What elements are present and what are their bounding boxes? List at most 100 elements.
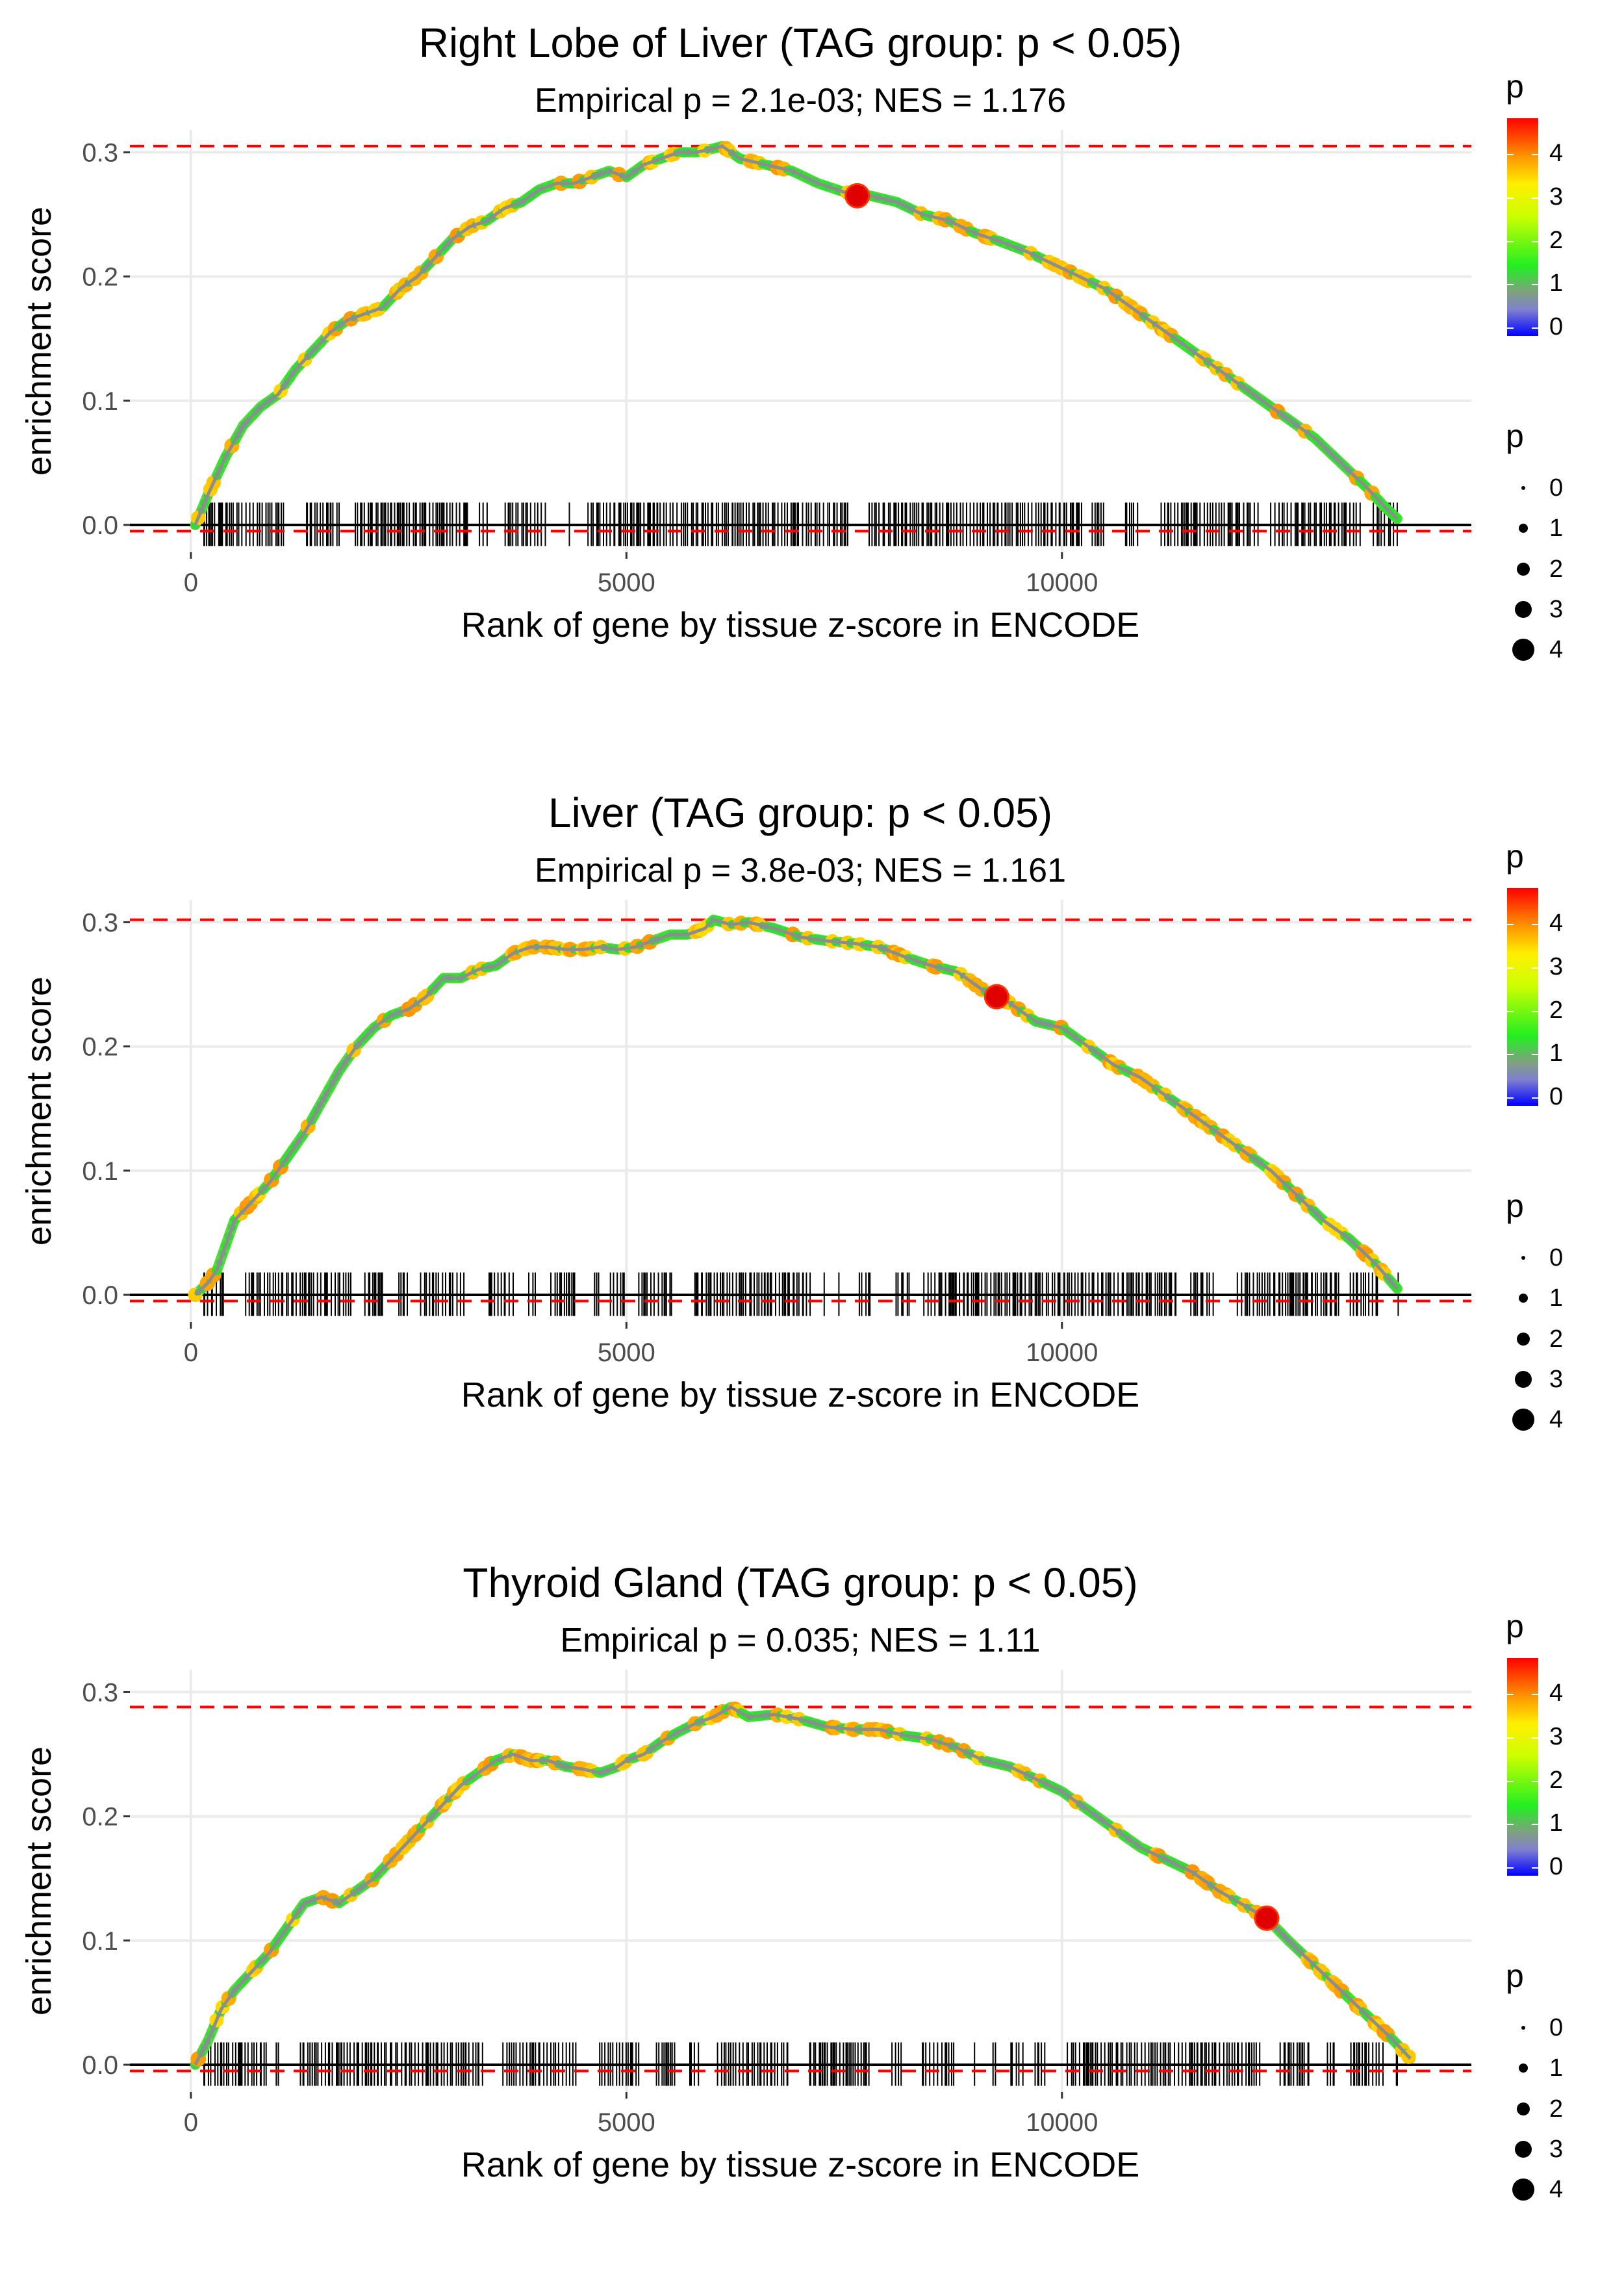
size-legend-label: 0 xyxy=(1549,474,1563,502)
size-legend-title: p xyxy=(1506,418,1524,454)
chart-title: Liver (TAG group: p < 0.05) xyxy=(548,789,1052,836)
y-tick-label: 0.1 xyxy=(82,1157,118,1186)
y-tick-label: 0.3 xyxy=(82,138,118,167)
curve-points xyxy=(190,141,1401,530)
x-axis-title: Rank of gene by tissue z-score in ENCODE xyxy=(461,2145,1139,2184)
color-legend-label: 1 xyxy=(1549,1040,1563,1067)
color-legend-label: 2 xyxy=(1549,227,1563,254)
chart-panel-2: Liver (TAG group: p < 0.05) Empirical p =… xyxy=(19,789,1563,1433)
y-tick-label: 0.2 xyxy=(82,1033,118,1062)
color-legend-label: 3 xyxy=(1549,1723,1563,1750)
curve-glow xyxy=(190,140,1402,530)
curve-line xyxy=(194,144,1399,526)
size-legend-key xyxy=(1512,1409,1534,1431)
chart-subtitle: Empirical p = 0.035; NES = 1.11 xyxy=(561,1622,1041,1659)
color-legend-label: 0 xyxy=(1549,1083,1563,1110)
x-tick-label: 10000 xyxy=(1026,2108,1098,2137)
size-legend-label: 1 xyxy=(1549,515,1563,542)
x-tick-label: 0 xyxy=(184,2108,198,2137)
color-legend-title: p xyxy=(1506,838,1524,875)
x-tick-label: 5000 xyxy=(598,568,655,597)
color-legend-bar xyxy=(1507,118,1538,336)
y-axis-title: enrichment score xyxy=(19,1746,58,2015)
size-legend-label: 3 xyxy=(1549,1366,1563,1393)
color-legend-label: 1 xyxy=(1549,270,1563,297)
size-legend-key xyxy=(1512,639,1534,661)
grid xyxy=(130,1670,1471,2092)
color-legend-label: 3 xyxy=(1549,183,1563,211)
size-legend-key xyxy=(1515,601,1532,618)
color-legend-bar xyxy=(1507,888,1538,1106)
y-axis-title: enrichment score xyxy=(19,207,58,476)
size-legend-label: 3 xyxy=(1549,2136,1563,2163)
color-legend-label: 3 xyxy=(1549,953,1563,980)
size-legend-key xyxy=(1515,1371,1532,1388)
chart-subtitle: Empirical p = 3.8e-03; NES = 1.161 xyxy=(535,852,1066,889)
grid xyxy=(130,900,1471,1322)
color-legend-label: 2 xyxy=(1549,1767,1563,1794)
color-legend-label: 1 xyxy=(1549,1809,1563,1837)
highlight-point xyxy=(983,984,1009,1010)
size-legend-title: p xyxy=(1506,1188,1524,1224)
curve-glow xyxy=(190,914,1402,1300)
x-tick-label: 0 xyxy=(184,568,198,597)
size-legend-key xyxy=(1512,2178,1534,2201)
color-legend-title: p xyxy=(1506,1608,1524,1644)
color-legend-label: 0 xyxy=(1549,1853,1563,1880)
highlight-point xyxy=(1254,1905,1280,1931)
enrichment-curve xyxy=(188,914,1402,1303)
size-legend-label: 2 xyxy=(1549,1325,1563,1353)
y-tick-label: 0.0 xyxy=(82,1281,118,1310)
size-legend-key xyxy=(1521,486,1525,490)
x-tick-label: 5000 xyxy=(598,2108,655,2137)
size-legend-label: 4 xyxy=(1549,1406,1563,1433)
color-legend-label: 0 xyxy=(1549,313,1563,340)
color-legend-label: 4 xyxy=(1549,910,1563,937)
curve-points xyxy=(190,1701,1416,2069)
y-tick-label: 0.0 xyxy=(82,2051,118,2080)
size-legend-label: 4 xyxy=(1549,2176,1563,2203)
size-legend-key xyxy=(1517,563,1530,576)
grid xyxy=(130,130,1471,552)
chart-panel-3: Thyroid Gland (TAG group: p < 0.05) Empir… xyxy=(19,1559,1563,2203)
curve-line xyxy=(194,918,1399,1296)
color-legend-bar xyxy=(1507,1658,1538,1876)
size-legend-label: 0 xyxy=(1549,2014,1563,2041)
highlight-point xyxy=(844,183,870,209)
color-legend-label: 4 xyxy=(1549,1680,1563,1707)
chart-title: Right Lobe of Liver (TAG group: p < 0.05… xyxy=(419,19,1182,66)
size-legend-label: 2 xyxy=(1549,556,1563,583)
x-tick-label: 0 xyxy=(184,1338,198,1367)
size-legend-label: 4 xyxy=(1549,636,1563,663)
size-legend-label: 2 xyxy=(1549,2095,1563,2123)
y-tick-label: 0.1 xyxy=(82,1927,118,1956)
size-legend-key xyxy=(1519,524,1528,533)
y-tick-label: 0.1 xyxy=(82,387,118,416)
curve-line xyxy=(194,1705,1412,2066)
size-legend-key xyxy=(1521,2026,1525,2030)
size-legend-label: 1 xyxy=(1549,2054,1563,2082)
size-legend-label: 1 xyxy=(1549,1284,1563,1312)
y-tick-label: 0.3 xyxy=(82,908,118,937)
size-legend-key xyxy=(1519,1294,1528,1303)
curve-points xyxy=(188,915,1401,1303)
x-tick-label: 5000 xyxy=(598,1338,655,1367)
color-legend-label: 2 xyxy=(1549,997,1563,1024)
enrichment-curve xyxy=(190,1701,1416,2070)
curve-glow xyxy=(190,1702,1416,2070)
x-axis-title: Rank of gene by tissue z-score in ENCODE xyxy=(461,1375,1139,1414)
size-legend-key xyxy=(1521,1256,1525,1260)
chart-title: Thyroid Gland (TAG group: p < 0.05) xyxy=(463,1559,1137,1606)
size-legend-label: 3 xyxy=(1549,596,1563,623)
y-tick-label: 0.0 xyxy=(82,511,118,540)
y-tick-label: 0.2 xyxy=(82,1803,118,1832)
size-legend-key xyxy=(1517,1333,1530,1346)
y-tick-label: 0.3 xyxy=(82,1678,118,1707)
size-legend-title: p xyxy=(1506,1958,1524,1994)
size-legend-key xyxy=(1517,2102,1530,2115)
